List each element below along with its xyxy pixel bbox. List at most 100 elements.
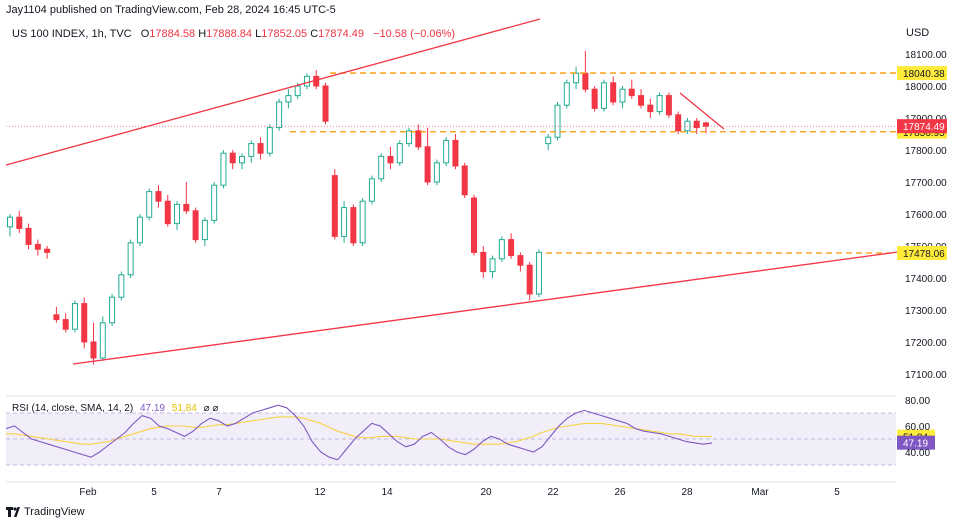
- candle-body: [498, 239, 505, 260]
- y-tick-label: 17900.00: [905, 114, 947, 125]
- candle-body: [406, 130, 413, 145]
- candle-body: [433, 162, 440, 183]
- candle-body: [201, 219, 208, 241]
- candle-body: [155, 191, 162, 202]
- level-price-tag-label: 18040.38: [903, 69, 945, 80]
- close-label: C: [310, 28, 319, 40]
- x-tick-label: Mar: [751, 487, 769, 498]
- candle-body: [415, 130, 422, 148]
- candle-body: [628, 88, 635, 97]
- x-tick-label: 20: [480, 487, 492, 498]
- candle-body: [62, 319, 69, 330]
- candle-body: [127, 242, 134, 276]
- rsi-legend: RSI (14, close, SMA, 14, 2) 47.19 51.84 …: [12, 403, 218, 414]
- y-tick-label: 17800.00: [905, 146, 947, 157]
- candle-body: [424, 146, 431, 183]
- close-value: 17874.49: [318, 28, 365, 40]
- x-tick-label: Feb: [79, 487, 97, 498]
- candle-body: [535, 251, 542, 295]
- candle-body: [266, 127, 273, 154]
- y-tick-label: 17300.00: [905, 306, 947, 317]
- candle-body: [508, 239, 515, 257]
- candle-body: [294, 85, 301, 97]
- candle-body: [665, 95, 672, 116]
- upper-channel-line: [5, 18, 541, 166]
- candle-body: [229, 152, 236, 164]
- candle-body: [220, 152, 227, 186]
- candle-body: [526, 264, 533, 295]
- candle-body: [684, 120, 691, 132]
- level-price-tag: [897, 66, 947, 81]
- footer: TradingView: [6, 506, 85, 518]
- footer-brand: TradingView: [24, 506, 85, 518]
- candle-body: [675, 114, 682, 132]
- candle-body: [573, 72, 580, 84]
- candle-body: [480, 251, 487, 273]
- rsi-band: [6, 413, 896, 465]
- rsi-tick-label: 40.00: [905, 448, 930, 459]
- candle-body: [600, 82, 607, 109]
- candle-body: [34, 243, 41, 250]
- rsi-value-tag-label: 47.19: [903, 439, 928, 450]
- candle-body: [341, 207, 348, 237]
- rsi-sma-tag: [897, 429, 935, 444]
- rsi-null-icons: ⌀ ⌀: [203, 403, 219, 414]
- x-tick-label: 7: [216, 487, 222, 498]
- candle-body: [517, 255, 524, 266]
- currency-label[interactable]: USD: [906, 27, 930, 39]
- candle-body: [146, 191, 153, 218]
- candle-body: [610, 82, 617, 103]
- candle-body: [136, 216, 143, 244]
- candle-body: [25, 227, 32, 245]
- candle-body: [396, 143, 403, 164]
- candle-body: [703, 122, 709, 127]
- ohlc-legend: US 100 INDEX, 1h, TVC O17884.58 H17888.8…: [12, 28, 455, 40]
- last-price-tag: [897, 119, 947, 134]
- publisher-caption: Jay1104 published on TradingView.com, Fe…: [6, 4, 336, 16]
- candle-body: [591, 88, 598, 109]
- rsi-label: RSI (14, close, SMA, 14, 2): [12, 403, 134, 414]
- candle-body: [378, 155, 385, 180]
- candle-body: [44, 248, 51, 253]
- candle-body: [16, 216, 23, 229]
- candle-body: [582, 72, 589, 90]
- candle-body: [452, 139, 459, 167]
- candle-body: [554, 104, 561, 138]
- rsi-tick-label: 60.00: [905, 422, 930, 433]
- lower-channel-line: [72, 251, 899, 365]
- last-price-tag-label: 17874.49: [903, 122, 945, 133]
- candle-body: [164, 200, 171, 225]
- open-value: 17884.58: [149, 28, 196, 40]
- candle-body: [81, 303, 88, 343]
- candle-body: [303, 75, 310, 87]
- rsi-sma-tag-label: 51.84: [903, 433, 928, 444]
- rsi-sma-value: 51.84: [171, 403, 197, 414]
- candle-body: [118, 274, 125, 298]
- y-tick-label: 17400.00: [905, 274, 947, 285]
- candle-body: [248, 143, 255, 157]
- candle-body: [545, 136, 552, 145]
- x-tick-label: 26: [614, 487, 626, 498]
- candle-body: [619, 88, 626, 103]
- candle-body: [71, 303, 78, 330]
- x-tick-label: 12: [314, 487, 326, 498]
- candle-body: [471, 197, 477, 253]
- y-tick-label: 18100.00: [905, 50, 947, 61]
- y-tick-label: 17200.00: [905, 338, 947, 349]
- candle-body: [192, 210, 199, 241]
- candle-body: [647, 104, 654, 113]
- candle-body: [183, 203, 190, 212]
- level-price-tag-label: 17478.06: [903, 249, 945, 260]
- x-tick-label: 28: [681, 487, 693, 498]
- rsi-value: 47.19: [139, 403, 165, 414]
- candle-body: [489, 258, 496, 273]
- change-value: −10.58 (−0.06%): [373, 28, 456, 40]
- candle-body: [313, 75, 320, 87]
- candle-body: [257, 143, 264, 154]
- open-label: O: [140, 28, 150, 40]
- candle-body: [99, 322, 106, 359]
- candle-body: [53, 314, 60, 321]
- level-price-tag: [897, 124, 947, 139]
- tradingview-logo-icon: [6, 507, 20, 517]
